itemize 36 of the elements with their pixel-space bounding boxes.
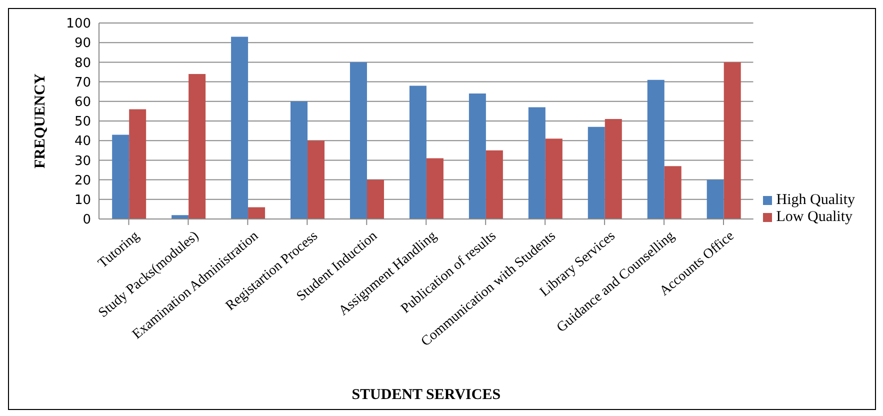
y-tick-label: 80: [74, 56, 91, 71]
bar: [604, 119, 622, 219]
bar: [706, 180, 724, 219]
bar: [290, 101, 308, 219]
bar: [231, 36, 248, 219]
y-axis-title: FREQUENCY: [32, 73, 48, 169]
bar: [112, 134, 130, 219]
legend-label: High Quality: [776, 192, 855, 208]
legend-label: Low Quality: [776, 209, 852, 225]
bar: [486, 150, 503, 219]
bar: [350, 62, 367, 219]
y-tick-label: 10: [74, 193, 91, 208]
y-tick-label: 90: [74, 36, 91, 52]
bar: [409, 86, 426, 219]
bar: [588, 126, 605, 219]
y-tick-label: 100: [66, 16, 91, 32]
bar: [724, 62, 741, 219]
x-axis-title: STUDENT SERVICES: [352, 387, 501, 403]
bar: [647, 80, 664, 219]
y-tick-label: 70: [74, 75, 91, 90]
bar: [664, 166, 682, 219]
bar: [426, 158, 444, 219]
y-tick-label: 60: [74, 95, 91, 110]
bar: [129, 109, 146, 219]
bar: [468, 94, 486, 219]
bar: [248, 207, 266, 219]
bar: [528, 107, 546, 219]
y-tick-label: 40: [74, 134, 91, 150]
bar: [366, 180, 384, 219]
bar: [308, 140, 325, 219]
bar: [188, 74, 206, 219]
y-tick-label: 0: [82, 212, 91, 228]
y-tick-label: 30: [74, 154, 91, 169]
y-tick-label: 20: [74, 173, 91, 188]
bar: [545, 138, 562, 219]
y-tick-label: 50: [74, 114, 91, 130]
